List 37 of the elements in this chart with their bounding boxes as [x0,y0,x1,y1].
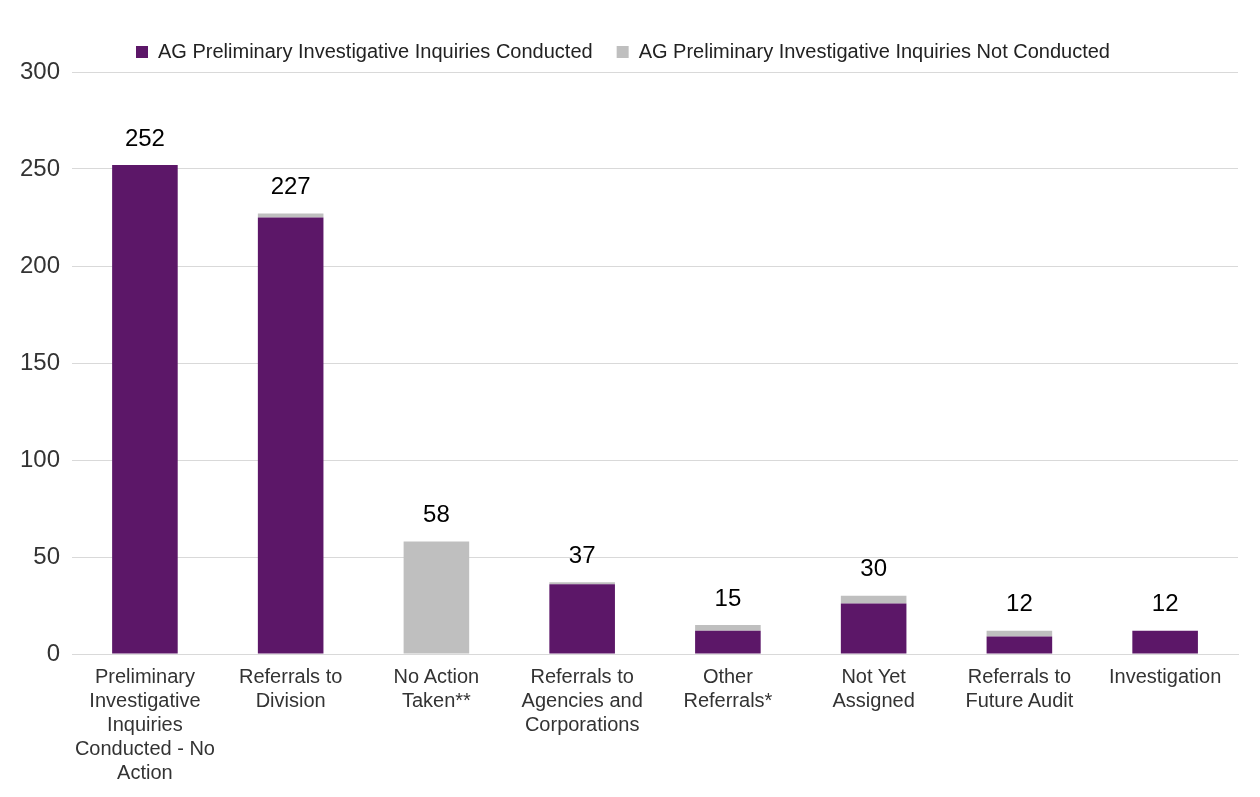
bar [1132,630,1198,654]
bar [257,213,324,218]
bar [695,624,761,631]
bar [695,630,761,654]
y-tick-label: 50 [33,541,61,569]
legend-label: AG Preliminary Investigative Inquiries Not Conducted [638,39,1110,62]
total-label: 58 [423,500,450,528]
bar [257,217,324,654]
total-label: 37 [568,540,596,568]
x-tick-label: Not Yet Assigned [832,664,915,711]
x-tick-label: Other Referrals* [683,664,773,711]
x-tick-label: Referrals to Agencies and Corporations [521,664,643,735]
x-tick-label: Preliminary Investigative Inquiries Conducted - No Action [74,664,215,783]
y-tick-label: 200 [20,250,61,278]
x-tick-label: Referrals to Future Audit [965,664,1074,711]
legend-label: AG Preliminary Investigative Inquiries Conducted [158,39,593,62]
total-label: 252 [124,123,165,151]
total-label: 30 [860,554,887,582]
bar [549,584,615,654]
y-tick-label: 250 [20,153,61,181]
bar [112,165,178,654]
y-tick-label: 150 [20,347,61,375]
total-label: 15 [714,583,742,611]
y-tick-label: 100 [20,444,61,472]
x-tick-label: No Action Taken** [393,664,480,711]
x-tick-label: Investigation [1108,664,1222,687]
y-tick-label: 300 [20,56,61,84]
y-tick-label: 0 [46,638,61,666]
bar [986,630,1053,637]
bar [986,636,1053,654]
total-label: 12 [1006,589,1033,617]
bar [403,541,470,654]
total-label: 12 [1151,589,1179,617]
total-label: 227 [270,172,311,200]
bar [840,595,907,604]
x-tick-label: Referrals to Division [238,664,343,711]
bar [840,603,907,654]
